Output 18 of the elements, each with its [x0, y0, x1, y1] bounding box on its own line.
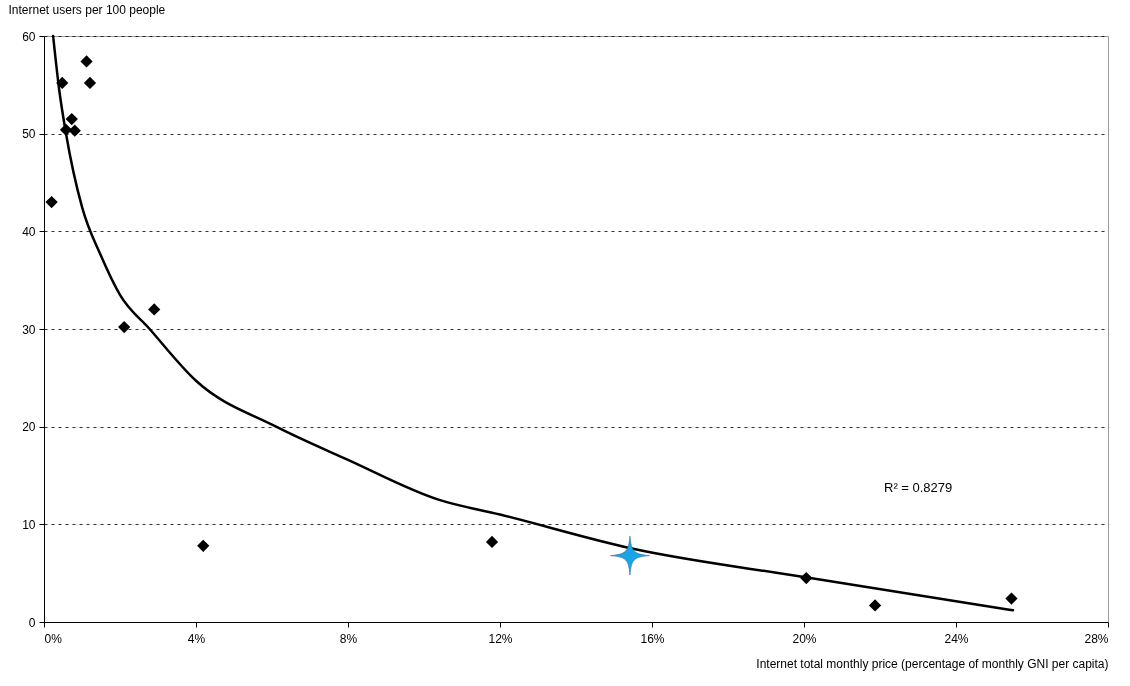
- y-tick-label: 0: [28, 615, 36, 630]
- x-tick-label: 16%: [640, 631, 665, 646]
- x-tick-label: 4%: [187, 631, 206, 646]
- x-axis-title: Internet total monthly price (percentage of monthly GNI per capita): [756, 656, 1109, 671]
- y-tick-label: 40: [22, 224, 36, 239]
- y-tick-label: 30: [22, 322, 36, 337]
- x-tick-label: 24%: [944, 631, 969, 646]
- y-axis-title: Internet users per 100 people: [8, 2, 166, 17]
- x-tick-label: 20%: [792, 631, 817, 646]
- y-tick-label: 20: [22, 420, 36, 435]
- y-tick-label: 10: [22, 517, 36, 532]
- x-tick-label: 28%: [1084, 631, 1109, 646]
- y-tick-label: 50: [22, 127, 36, 142]
- x-tick-label: 8%: [339, 631, 358, 646]
- y-tick-label: 60: [22, 29, 36, 44]
- x-tick-label: 12%: [488, 631, 513, 646]
- x-tick-label: 0%: [44, 631, 63, 646]
- annotation: R² = 0.8279: [884, 480, 953, 495]
